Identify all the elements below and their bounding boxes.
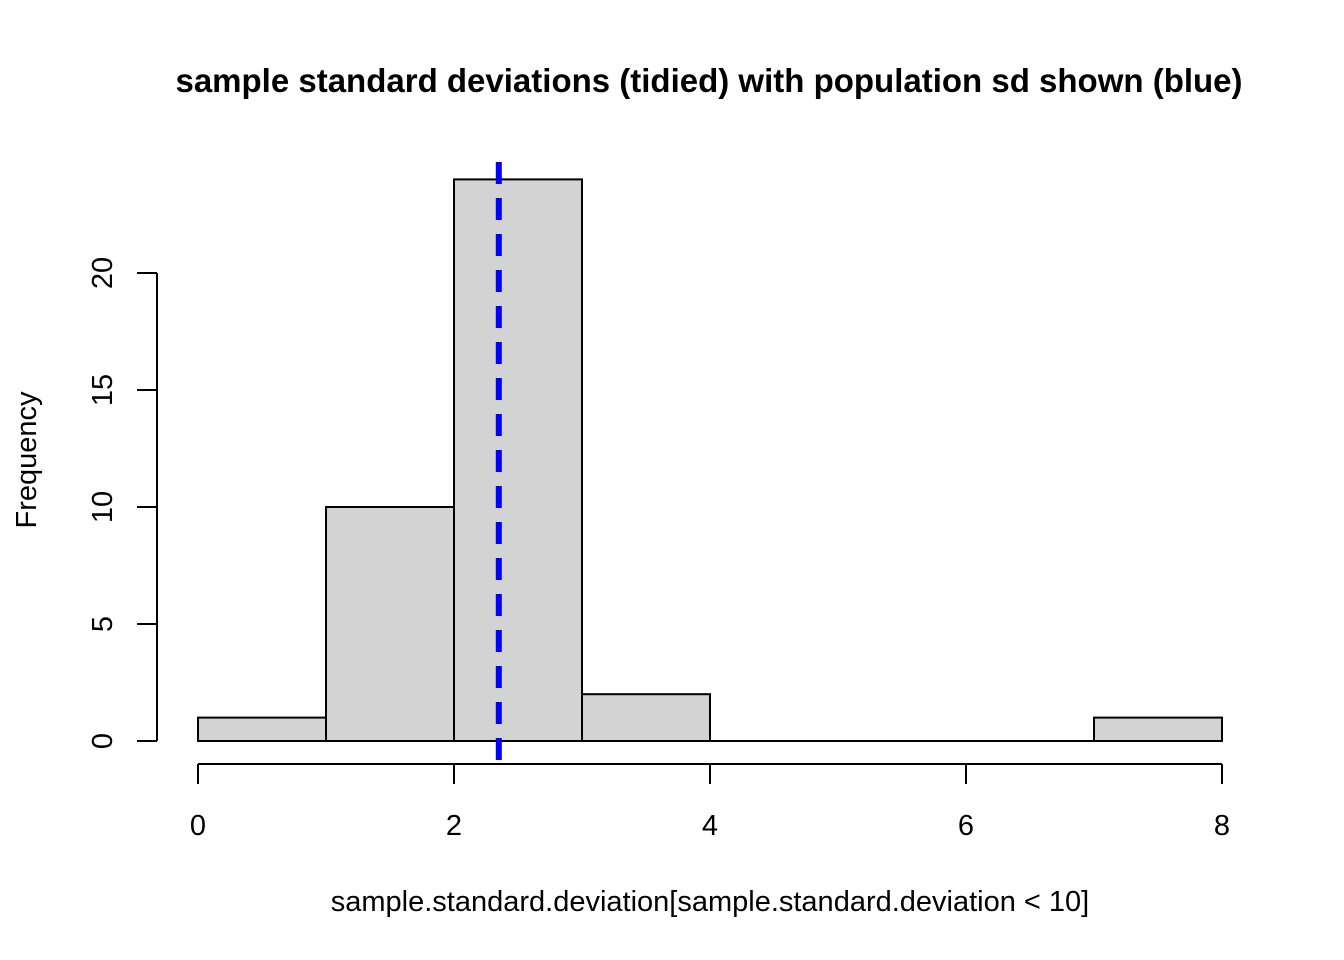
y-axis: 0 5 10 15 20 (87, 257, 158, 749)
histogram-bar-3 (581, 693, 711, 743)
bars-group (197, 178, 1223, 743)
histogram-bar-7 (1093, 716, 1223, 742)
y-tick-label-0: 0 (87, 733, 119, 749)
histogram-bar-0 (197, 716, 327, 742)
y-tick-label-1: 5 (87, 616, 119, 632)
y-tick-label-3: 15 (87, 374, 119, 406)
histogram-bar-2 (453, 178, 583, 742)
y-axis-label: Frequency (11, 391, 43, 529)
x-tick-label-3: 6 (958, 810, 974, 842)
x-axis: 0 2 4 6 8 (190, 763, 1230, 842)
y-tick-label-2: 10 (87, 491, 119, 523)
x-tick-label-2: 4 (702, 810, 718, 842)
x-tick-label-1: 2 (446, 810, 462, 842)
x-axis-label: sample.standard.deviation[sample.standar… (331, 886, 1090, 918)
y-tick-label-4: 20 (87, 257, 119, 289)
histogram-bar-1 (325, 506, 455, 742)
x-tick-label-0: 0 (190, 810, 206, 842)
chart-title: sample standard deviations (tidied) with… (175, 62, 1242, 99)
x-tick-label-4: 8 (1214, 810, 1230, 842)
